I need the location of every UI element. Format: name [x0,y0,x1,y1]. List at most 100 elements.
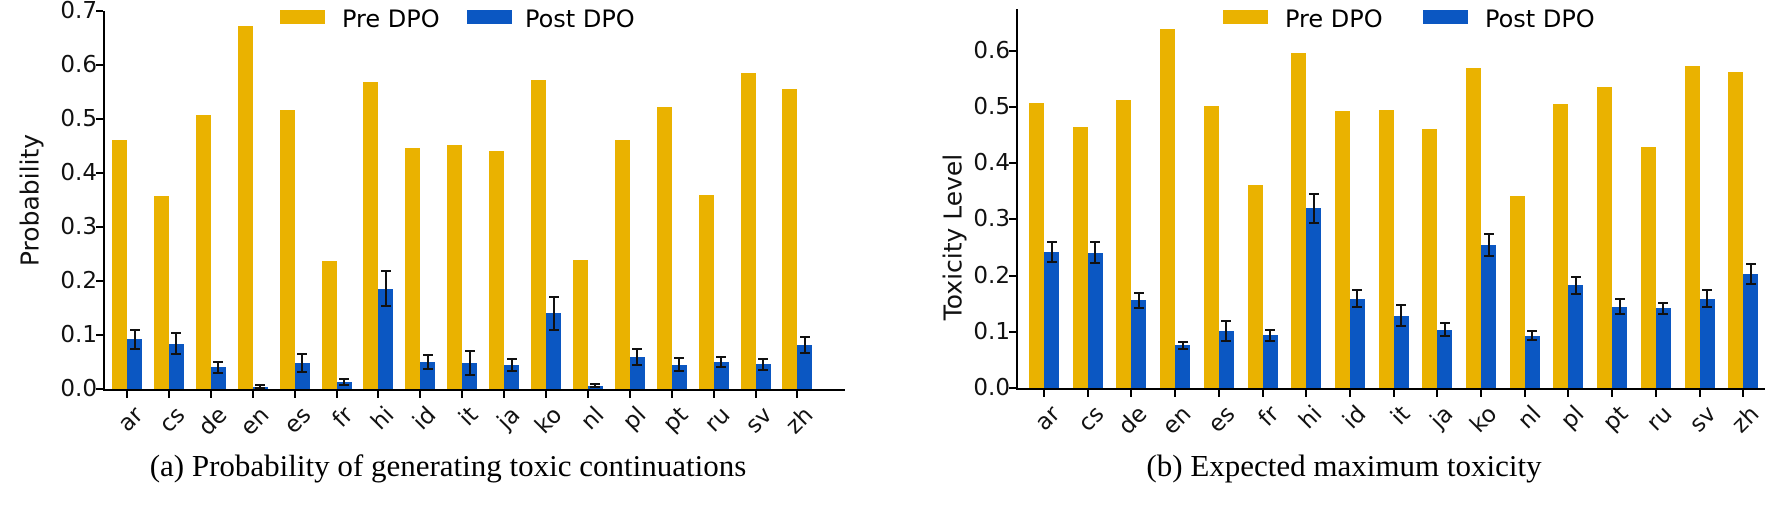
errorbar-post-dpo-es [1225,320,1228,341]
bar-pre-dpo-cs [153,195,169,389]
errorbar-post-dpo-pt [678,358,681,372]
bar-pre-dpo-ar [1029,102,1044,388]
errorbar-cap-bottom-nl [1527,339,1538,342]
caption-panel-a: (a) Probability of generating toxic cont… [149,448,747,483]
y-tick-label-0.7: 0.7 [60,0,97,24]
errorbar-cap-top-ja [1439,321,1450,324]
errorbar-cap-top-fr [339,378,349,381]
errorbar-cap-bottom-pt [674,370,685,373]
y-tick-0.5 [1009,106,1016,108]
y-tick-label-0.2: 0.2 [973,262,1010,289]
bar-pre-dpo-en [237,25,253,389]
errorbar-post-dpo-id [1356,290,1359,308]
errorbar-cap-bottom-ko [548,328,559,331]
bar-pre-dpo-en [1160,28,1176,388]
errorbar-post-dpo-fr [343,379,345,385]
errorbar-cap-top-es [297,353,308,356]
x-tick-label-pt: pt [657,402,694,438]
y-axis-label: Probability [15,133,45,267]
errorbar-cap-bottom-pl [1570,292,1581,295]
errorbar-cap-top-pl [632,347,643,350]
bar-pre-dpo-pt [1597,86,1613,388]
x-axis-line [103,389,845,391]
x-tick-nl [1523,390,1526,397]
errorbar-cap-top-ru [1658,301,1669,304]
errorbar-post-dpo-it [468,351,471,375]
errorbar-cap-bottom-cs [1090,262,1101,265]
x-tick-ko [545,391,547,398]
caption-panel-b: (b) Expected maximum toxicity [1146,448,1542,483]
y-tick-label-0.6: 0.6 [973,37,1010,64]
x-tick-cs [167,391,170,398]
y-tick-label-0.3: 0.3 [60,214,97,240]
errorbar-cap-top-en [1177,340,1188,343]
bar-pre-dpo-zh [782,89,798,389]
errorbar-cap-top-sv [1702,289,1712,292]
y-tick-0.5 [96,118,103,120]
y-tick-label-0.0: 0.0 [60,376,97,402]
errorbar-cap-top-pl [1570,275,1581,278]
errorbar-cap-top-ar [129,328,140,331]
bar-post-dpo-ar [1044,251,1059,388]
y-tick-0.4 [1009,162,1016,165]
y-tick-0.0 [1009,387,1016,389]
x-tick-label-de: de [193,402,233,441]
bar-post-dpo-es [294,363,310,389]
bar-pre-dpo-ja [1422,128,1438,388]
errorbar-cap-bottom-hi [1308,221,1319,224]
x-tick-hi [1305,390,1308,397]
y-tick-label-0.0: 0.0 [973,375,1010,401]
bar-post-dpo-ru [1655,308,1671,388]
errorbar-cap-bottom-ko [1483,255,1494,258]
errorbar-post-dpo-nl [1531,331,1534,341]
errorbar-cap-bottom-fr [339,383,349,386]
x-tick-de [1130,390,1133,397]
x-tick-label-id: id [1338,401,1372,435]
errorbar-post-dpo-ja [510,359,513,372]
errorbar-post-dpo-pl [1574,276,1577,294]
bar-post-dpo-es [1218,330,1234,388]
errorbar-post-dpo-hi [1312,193,1315,223]
y-tick-0.1 [1009,330,1016,333]
x-tick-label-nl: nl [576,402,610,436]
x-tick-sv [754,391,757,398]
bar-pre-dpo-ko [1466,67,1481,388]
x-tick-id [1348,390,1351,397]
errorbar-cap-bottom-nl [590,386,601,389]
bar-pre-dpo-sv [740,72,756,389]
x-tick-label-ar: ar [1030,401,1066,437]
errorbar-cap-top-es [1221,319,1232,322]
bar-post-dpo-pl [1568,285,1584,388]
x-tick-it [461,391,464,398]
x-tick-ko [1480,390,1482,397]
errorbar-cap-top-it [464,350,475,353]
bar-pre-dpo-ko [531,80,546,389]
bar-pre-dpo-it [447,144,463,389]
x-tick-label-ar: ar [113,402,149,438]
errorbar-post-dpo-cs [1094,241,1097,264]
errorbar-cap-bottom-id [1352,306,1363,309]
bar-post-dpo-de [1131,300,1147,388]
errorbar-post-dpo-ja [1443,322,1446,337]
x-tick-ja [1436,390,1439,397]
x-tick-label-fr: fr [1253,401,1284,432]
x-tick-label-ru: ru [699,402,735,438]
y-tick-label-0.3: 0.3 [973,206,1010,233]
errorbar-cap-top-zh [799,336,810,339]
bar-pre-dpo-hi [363,82,379,389]
errorbar-post-dpo-en [1181,341,1184,349]
errorbar-cap-bottom-zh [1745,283,1756,286]
y-tick-0.4 [96,172,103,174]
y-tick-label-0.1: 0.1 [60,322,97,348]
x-tick-en [251,391,254,398]
x-tick-es [293,391,296,398]
bar-pre-dpo-pl [1553,104,1569,388]
errorbar-cap-bottom-hi [380,305,391,308]
errorbar-cap-top-pt [674,357,685,360]
x-tick-label-ru: ru [1641,401,1678,437]
x-tick-pt [670,391,673,398]
x-tick-ru [1654,390,1657,397]
x-tick-label-zh: zh [1727,401,1765,439]
x-tick-label-ko: ko [1465,401,1503,439]
